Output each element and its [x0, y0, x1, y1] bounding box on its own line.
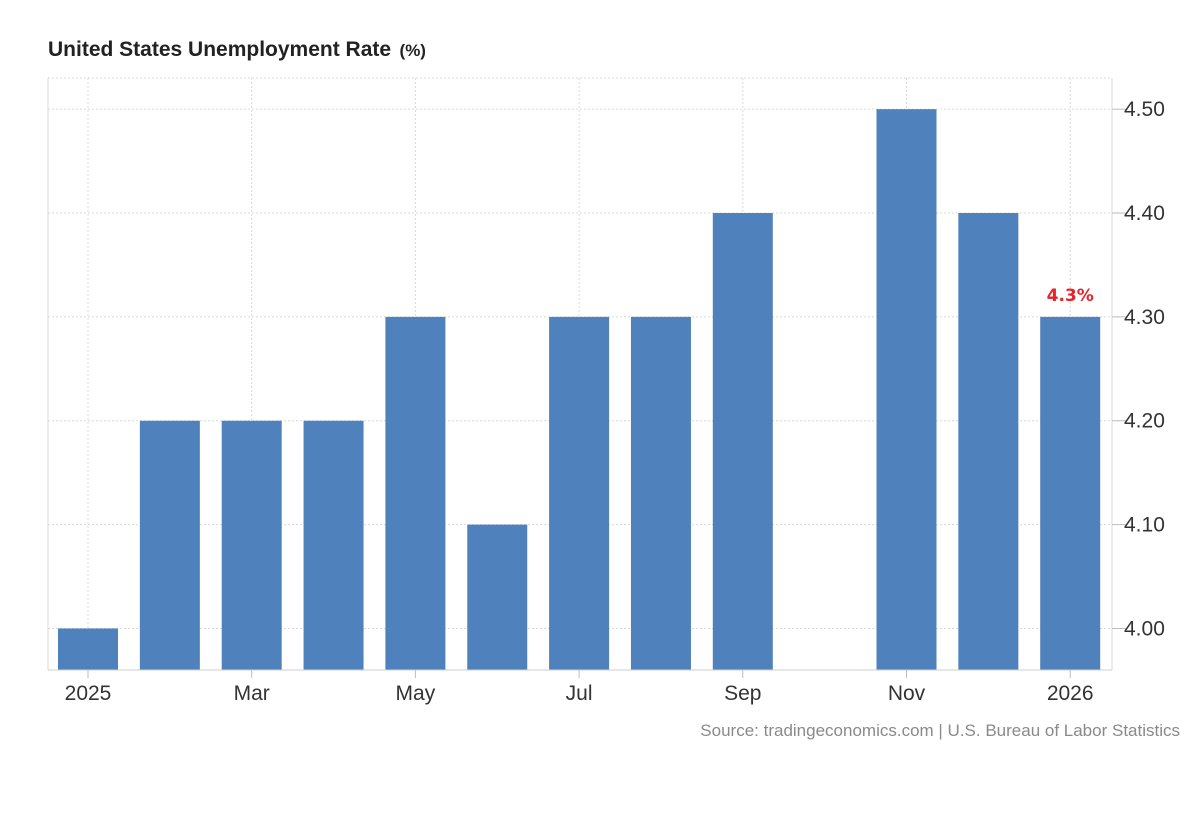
y-tick-label: 4.00: [1124, 617, 1165, 640]
y-tick-label: 4.20: [1124, 410, 1165, 433]
bar: [1040, 316, 1101, 670]
y-tick-label: 4.30: [1124, 306, 1165, 329]
bar: [385, 316, 446, 670]
x-tick-label: 2025: [65, 682, 112, 705]
bar: [712, 213, 773, 670]
bar: [958, 213, 1019, 670]
bar: [876, 109, 937, 670]
chart-title: United States Unemployment Rate (%): [48, 38, 426, 62]
bar: [139, 420, 200, 670]
last-value-label: 4.3%: [1047, 286, 1094, 306]
bar: [549, 316, 610, 670]
y-tick-label: 4.40: [1124, 202, 1165, 225]
x-tick-label: May: [396, 682, 436, 705]
bar: [303, 420, 364, 670]
chart-title-text: United States Unemployment Rate: [48, 38, 392, 61]
x-tick-label: Sep: [724, 682, 761, 705]
bar: [221, 420, 282, 670]
x-tick-label: Jul: [566, 682, 593, 705]
bar: [630, 316, 691, 670]
y-tick-label: 4.10: [1124, 514, 1165, 537]
x-tick-label: Mar: [234, 682, 270, 705]
x-tick-label: Nov: [888, 682, 926, 705]
bar: [467, 524, 528, 670]
chart-title-unit: (%): [399, 41, 426, 60]
source-note: Source: tradingeconomics.com | U.S. Bure…: [700, 721, 1180, 740]
x-tick-label: 2026: [1047, 682, 1094, 705]
bar: [58, 628, 118, 670]
y-tick-label: 4.50: [1124, 98, 1165, 121]
